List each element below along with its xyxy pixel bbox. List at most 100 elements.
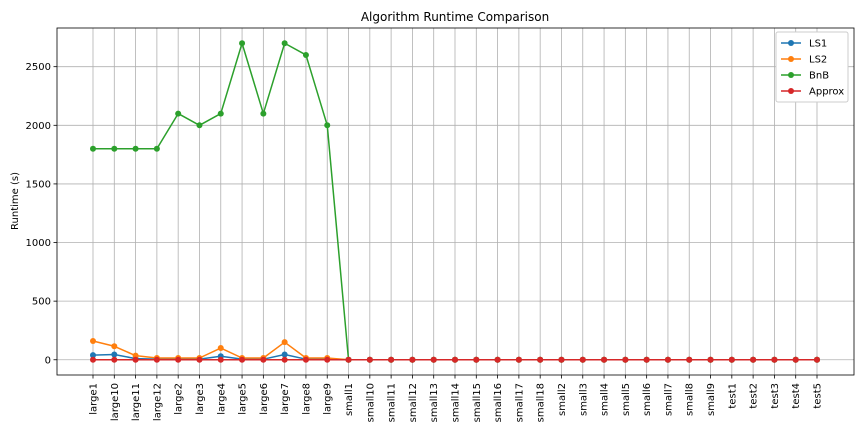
- x-tick-label: large6: [259, 383, 270, 415]
- data-point-approx: [473, 356, 480, 363]
- data-point-approx: [622, 356, 629, 363]
- x-tick-label: small9: [706, 383, 717, 416]
- x-tick-label: large4: [216, 383, 227, 415]
- data-point-approx: [664, 356, 671, 363]
- data-point-ls2: [217, 345, 224, 352]
- data-point-bnb: [239, 40, 246, 47]
- data-point-approx: [324, 356, 331, 363]
- data-point-approx: [750, 356, 757, 363]
- x-tick-label: large11: [131, 383, 142, 421]
- data-point-approx: [239, 356, 246, 363]
- data-point-bnb: [196, 122, 203, 129]
- x-tick-label: test4: [791, 383, 802, 409]
- x-tick-label: large9: [323, 383, 334, 415]
- x-tick-label: small17: [514, 383, 525, 422]
- data-point-approx: [814, 356, 820, 363]
- data-point-approx: [452, 356, 458, 363]
- x-tick-label: small14: [451, 383, 462, 422]
- y-tick-label: 500: [32, 297, 51, 308]
- x-tick-label: large2: [174, 383, 185, 415]
- legend-label-bnb: BnB: [809, 71, 829, 82]
- data-point-approx: [707, 356, 714, 363]
- y-tick-label: 0: [45, 355, 51, 366]
- data-point-approx: [302, 356, 309, 363]
- x-tick-label: test5: [813, 383, 824, 409]
- data-point-approx: [537, 356, 544, 363]
- legend-marker-ls1: [788, 40, 794, 46]
- legend-marker-ls2: [788, 56, 794, 62]
- x-tick-label: small1: [344, 383, 355, 416]
- data-point-approx: [175, 356, 182, 363]
- data-point-approx: [196, 356, 203, 363]
- plot-area-frame: [56, 27, 855, 376]
- data-point-approx: [366, 356, 373, 363]
- x-tick-label: large1: [89, 383, 100, 415]
- data-point-approx: [579, 356, 586, 363]
- x-tick-label: large7: [280, 383, 291, 415]
- y-tick-label: 2000: [26, 121, 51, 132]
- data-point-approx: [643, 356, 650, 363]
- data-point-bnb: [175, 110, 182, 117]
- data-point-bnb: [111, 145, 118, 152]
- data-point-approx: [792, 356, 799, 363]
- legend-label-ls1: LS1: [809, 39, 827, 50]
- data-point-bnb: [324, 122, 331, 129]
- x-tick-label: small7: [663, 383, 674, 416]
- x-tick-label: test2: [749, 383, 760, 409]
- y-tick-label: 1000: [26, 238, 51, 249]
- x-tick-label: small12: [408, 383, 419, 422]
- x-tick-label: small6: [642, 383, 653, 416]
- data-point-approx: [771, 356, 778, 363]
- data-point-ls1: [281, 351, 288, 358]
- data-point-ls2: [90, 338, 96, 345]
- data-point-approx: [494, 356, 501, 363]
- data-point-approx: [388, 356, 395, 363]
- y-tick-label: 2500: [26, 62, 51, 73]
- y-axis-ticks: 0 500 1000 1500 2000 2500: [26, 62, 57, 366]
- data-point-approx: [132, 356, 139, 363]
- x-tick-label: large3: [195, 383, 206, 415]
- x-tick-label: small18: [536, 383, 547, 422]
- data-point-approx: [686, 356, 693, 363]
- data-point-bnb: [90, 145, 96, 152]
- legend: LS1 LS2 BnB Approx: [775, 31, 849, 103]
- x-tick-label: small16: [493, 383, 504, 422]
- x-tick-label: large10: [110, 383, 121, 421]
- x-tick-label: large8: [301, 383, 312, 415]
- data-point-approx: [345, 356, 352, 363]
- data-point-approx: [90, 356, 96, 363]
- x-tick-label: small13: [429, 383, 440, 422]
- grid-layer: [57, 28, 854, 375]
- x-tick-label: small3: [578, 383, 589, 416]
- x-tick-label: small10: [365, 383, 376, 422]
- x-tick-label: small8: [685, 383, 696, 416]
- legend-marker-bnb: [788, 72, 794, 78]
- data-point-bnb: [217, 110, 224, 117]
- data-point-approx: [409, 356, 416, 363]
- data-point-ls2: [281, 339, 288, 346]
- x-tick-label: test1: [727, 383, 738, 409]
- legend-frame: [775, 31, 849, 103]
- x-tick-label: small5: [621, 383, 632, 416]
- x-tick-label: large5: [238, 383, 249, 415]
- data-point-ls2: [132, 352, 139, 359]
- data-point-approx: [281, 356, 288, 363]
- data-point-approx: [153, 356, 160, 363]
- data-point-approx: [515, 356, 522, 363]
- legend-label-approx: Approx: [809, 87, 844, 98]
- data-point-approx: [260, 356, 267, 363]
- y-axis-label: Runtime (s): [10, 172, 21, 230]
- x-axis-ticks: large1 large10 large11 large12 large2 large3 l…: [89, 375, 824, 422]
- data-point-ls1: [111, 351, 118, 358]
- y-tick-label: 1500: [26, 179, 51, 190]
- data-point-approx: [728, 356, 735, 363]
- data-point-approx: [430, 356, 437, 363]
- data-point-bnb: [132, 145, 139, 152]
- x-tick-label: test3: [770, 383, 781, 409]
- x-tick-label: small11: [387, 383, 398, 422]
- data-point-ls2: [111, 343, 118, 350]
- chart-title: Algorithm Runtime Comparison: [361, 10, 549, 24]
- data-point-approx: [601, 356, 608, 363]
